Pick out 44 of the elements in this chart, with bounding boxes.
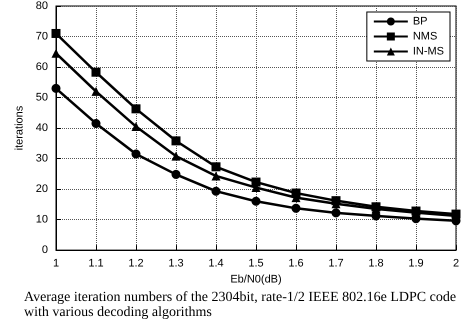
y-tick-label: 50 [36, 92, 48, 104]
y-tick-label: 10 [36, 214, 48, 226]
x-tick-label: 1.6 [288, 258, 304, 270]
y-tick-label: 30 [36, 152, 48, 165]
x-tick-label: 1.4 [208, 258, 224, 270]
legend-label: IN-MS [412, 46, 444, 58]
point [252, 196, 260, 206]
point [252, 178, 260, 187]
point [132, 104, 140, 114]
y-tick-label: 80 [36, 0, 48, 12]
x-tick-label: 1.5 [248, 258, 264, 270]
x-tick-label: 1.7 [328, 258, 344, 270]
x-axis-title: Eb/N0(dB) [230, 274, 282, 286]
point [92, 86, 100, 96]
point [172, 136, 180, 146]
y-tick-label: 20 [36, 183, 48, 196]
point [212, 186, 220, 196]
point [52, 28, 60, 38]
x-tick-label: 1.8 [368, 258, 384, 270]
legend-label: BP [412, 16, 428, 28]
y-tick-label: 60 [36, 61, 48, 74]
point [332, 208, 340, 218]
legend-label: NMS [412, 30, 438, 42]
x-tick-label: 1 [52, 258, 60, 270]
point [92, 118, 100, 128]
point [172, 170, 180, 179]
point [132, 122, 140, 132]
point [92, 68, 100, 77]
point [132, 149, 140, 158]
x-tick-label: 1.1 [88, 258, 104, 270]
y-tick-label: 0 [42, 244, 48, 256]
x-tick-label: 1.9 [408, 258, 424, 270]
x-tick-label: 1.2 [128, 258, 144, 270]
text: Average iteration numbers of the 2304bit, rate-1/2 IEEE 802.16e LDPC code with various decoding algorithms [24, 290, 458, 320]
y-axis-title: iterations [13, 105, 26, 150]
x-tick-label: 2 [452, 258, 460, 270]
point [292, 204, 300, 213]
point [52, 84, 60, 93]
point [172, 152, 180, 161]
y-tick-label: 40 [36, 122, 48, 134]
point [212, 162, 220, 172]
y-tick-label: 70 [36, 30, 48, 43]
x-tick-label: 1.3 [168, 258, 184, 270]
point [212, 171, 220, 180]
